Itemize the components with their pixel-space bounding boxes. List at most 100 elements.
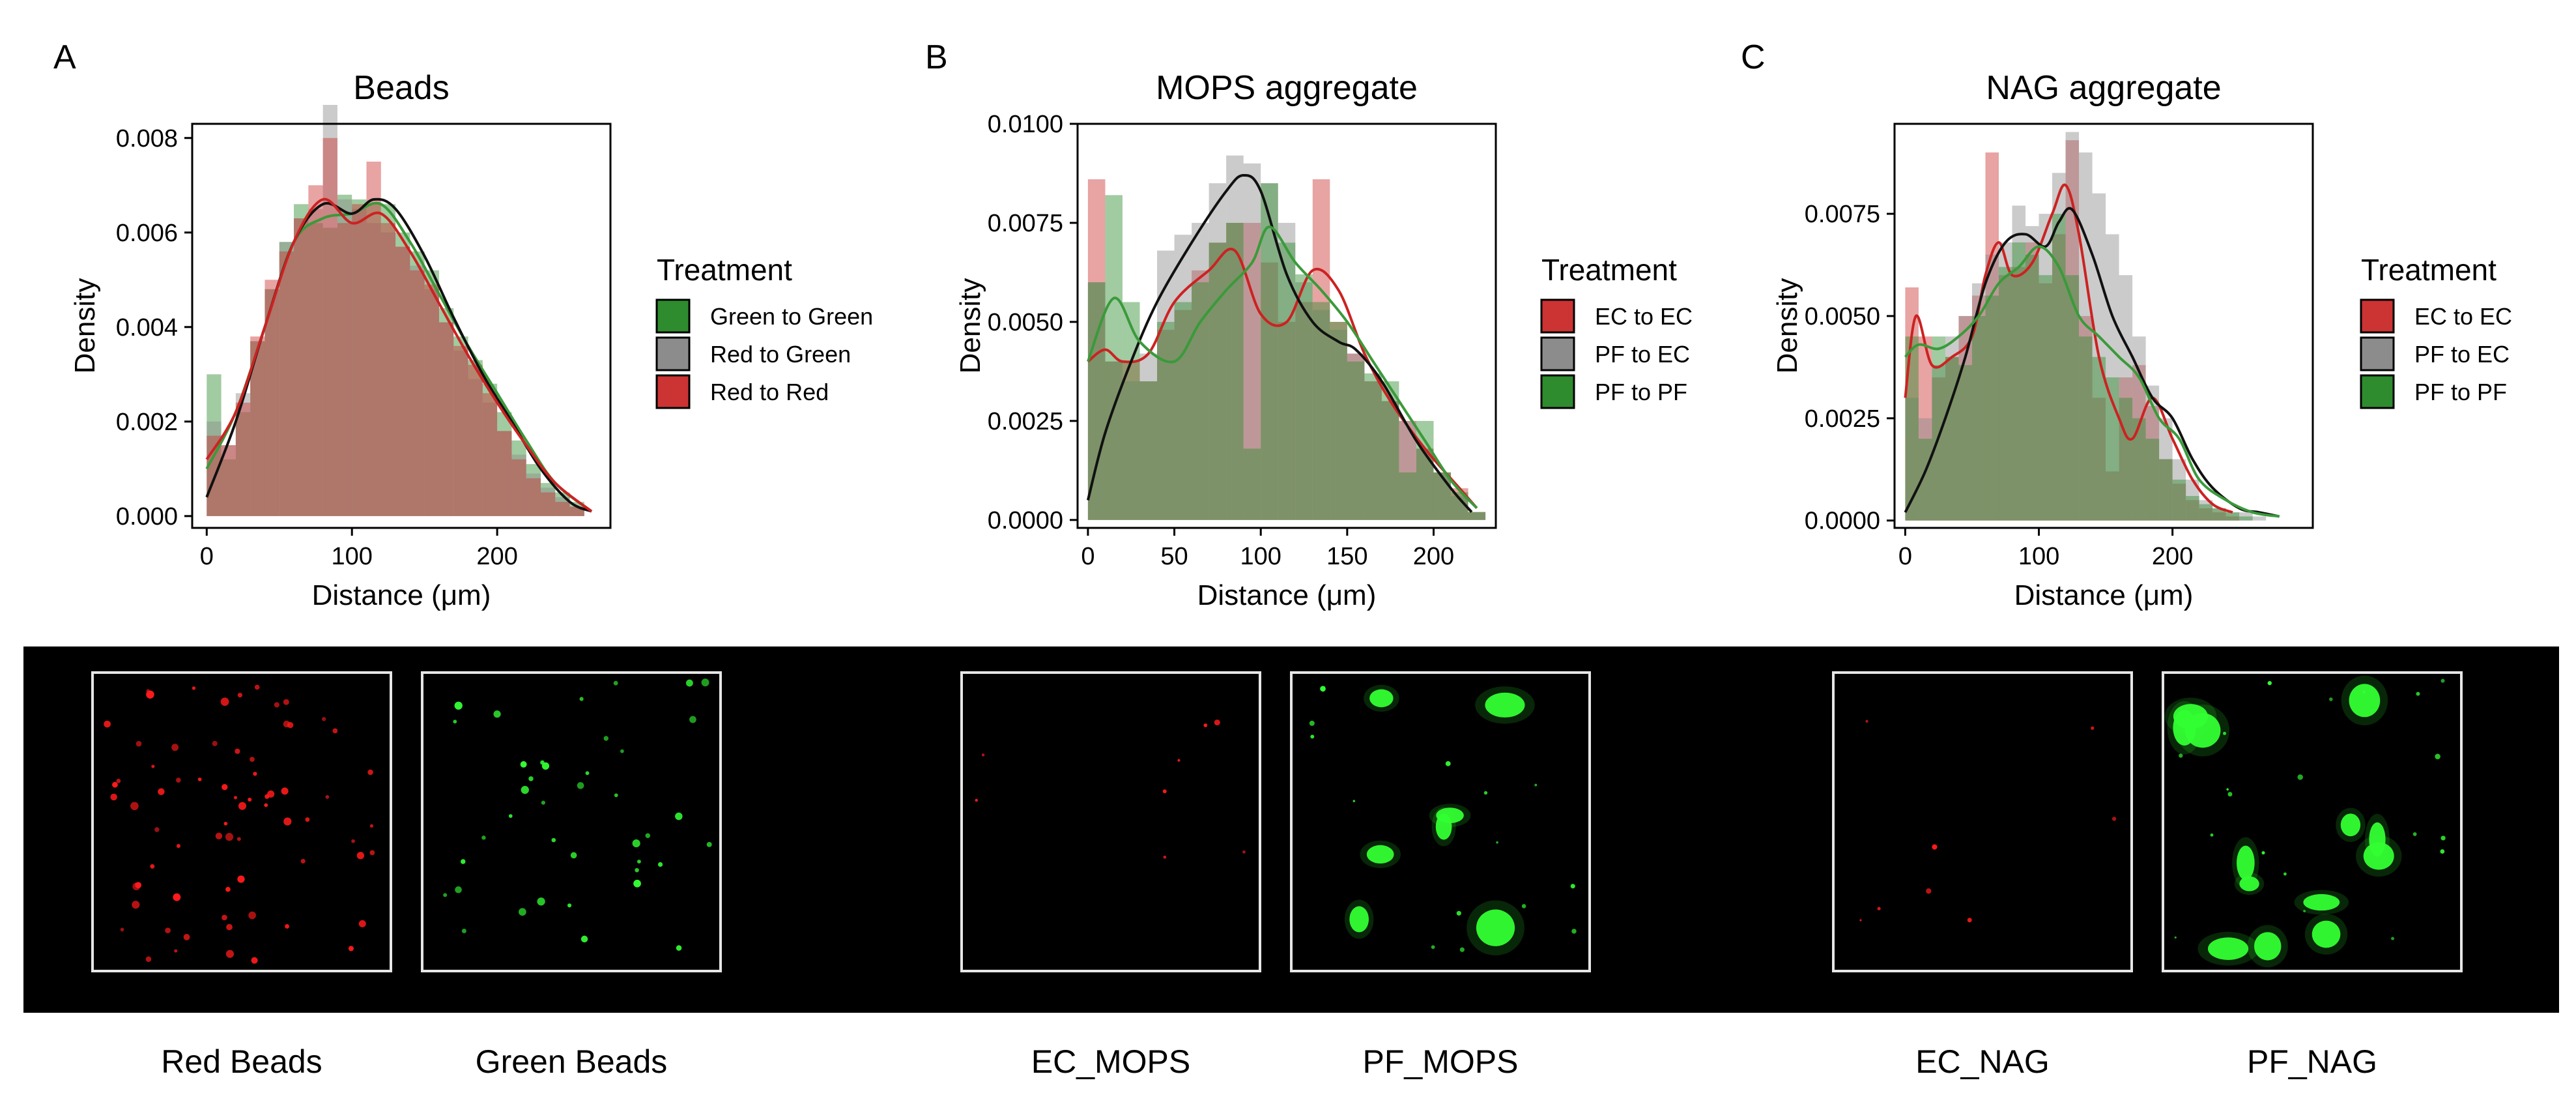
fluorescent-spot [264,803,268,807]
fluorescent-spot [174,949,178,953]
histogram-bar [1122,302,1140,520]
histogram-bar [1139,381,1158,520]
histogram-bar [424,284,439,516]
fluorescent-spot [541,762,550,770]
fluorescent-spot [332,728,338,734]
legend-label-3: PF to PF [1595,379,1687,405]
aggregate-blob [2340,813,2361,837]
fluorescent-spot [223,821,228,826]
histogram-bar [482,383,498,516]
histogram-bar [511,459,526,516]
histogram-bar [1998,275,2012,521]
histogram-bar [555,502,570,516]
fluorescent-spot [226,923,233,931]
fluorescent-spot [461,859,466,864]
y-tick-label: 0.0025 [1805,405,1880,433]
histogram-bar [395,246,410,516]
fluorescent-spot [518,908,526,916]
fluorescent-spot [1534,783,1538,787]
fluorescent-spot [1242,850,1246,854]
fluorescent-spot [1570,884,1575,889]
fluorescent-spot [300,858,306,864]
caption-green-beads: Green Beads [475,1043,668,1080]
histogram-bar [2012,205,2026,521]
fluorescent-spot [1459,947,1465,952]
fluorescent-spot [248,797,252,802]
histogram-bar [366,223,381,516]
histogram-bar [1958,365,1972,521]
histogram-bar [235,402,251,516]
chart-1: 0 100 200 0.000 0.002 0.004 0.006 0.008 Beads Dis… [69,69,873,611]
histogram-bar [1468,512,1486,520]
fluorescent-spot [2261,850,2265,855]
x-tick-label: 0 [200,543,214,570]
fluorescent-spot [2440,678,2445,683]
legend-label-2: PF to EC [2414,341,2510,368]
plot-area [192,124,610,528]
fluorescent-spot [454,701,463,710]
fluorescent-spot [637,860,641,864]
histogram-bar [366,162,381,516]
fluorescent-spot [481,835,486,840]
x-tick-label: 100 [2018,543,2059,570]
fluorescent-spot [321,717,326,721]
aggregate-blob [2207,937,2249,960]
fluorescent-spot [632,839,640,848]
histogram-bar [2132,365,2146,521]
legend-swatch-2 [655,336,691,371]
histogram-bar [1122,381,1140,520]
legend-swatch-3 [1540,374,1575,409]
histogram-bar [1985,254,1999,521]
fluorescent-spot [2303,910,2306,912]
density-line-2 [1086,174,1473,514]
fluorescent-spot [369,824,374,828]
histogram-bar [1416,420,1434,520]
fluorescent-spot [613,680,618,686]
density-line-3 [1904,245,2280,518]
chart-title: MOPS aggregate [1156,69,1418,107]
histogram-bar [1918,439,1932,521]
histogram-bar [1945,336,1959,521]
y-tick-label: 0.0000 [1805,508,1880,535]
y-tick-label: 0.0000 [988,507,1063,534]
y-axis-label: Density [1771,278,1803,374]
micrograph-pf-mops [1290,671,1591,972]
fluorescent-spot [657,862,663,867]
histogram-bar [2186,496,2199,521]
micrograph-ec-nag-image [1859,719,2117,923]
histogram-bar [468,360,483,516]
fluorescent-spot [325,795,330,799]
y-tick-label: 0.0075 [1805,201,1880,228]
legend-title: Treatment [657,253,792,287]
histogram-bar [1278,321,1296,520]
fluorescent-spot [285,923,289,929]
histogram-bar [1381,401,1399,520]
histogram-bar [294,218,309,516]
y-tick-label: 0.0025 [988,408,1063,435]
fluorescent-spot [110,793,117,801]
fluorescent-spot [493,710,501,718]
micrograph-red-beads [91,671,392,972]
fluorescent-spot [251,957,258,964]
y-tick-label: 0.0075 [988,210,1063,237]
histogram-bar [2092,398,2106,521]
fluorescent-spot [2435,753,2440,760]
y-tick-label: 0.004 [116,314,178,341]
fluorescent-spot [150,864,155,869]
histogram-bar [2212,512,2226,521]
histogram-bar [2186,500,2199,521]
density-line-1 [1904,183,2233,514]
fluorescent-spot [580,935,588,943]
histogram-bar [1433,472,1452,520]
histogram-bar [2186,479,2199,521]
fluorescent-spot [348,946,354,951]
caption-ec-nag: EC_NAG [1915,1043,2050,1080]
caption-pf-nag: PF_NAG [2246,1043,2378,1080]
aggregate-blob [1485,692,1525,718]
histogram-bar [322,104,337,516]
histogram-bar [1226,222,1244,520]
histogram-bar [2199,504,2213,521]
series-1-histogram [1905,140,2240,521]
series-3-histogram [1087,183,1486,520]
fluorescent-spot [1309,720,1315,726]
